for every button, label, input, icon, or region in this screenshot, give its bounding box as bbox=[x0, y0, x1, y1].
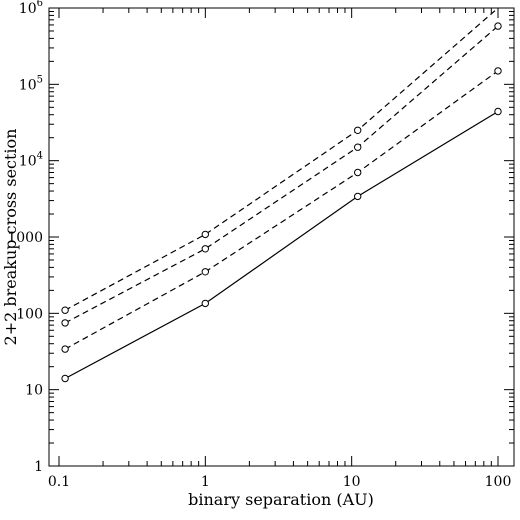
series-point bbox=[494, 107, 502, 116]
labels-layer: 0.1 1 10 100 1 10 100 1000 104 105 106 bbox=[7, 0, 511, 490]
x-tick-label: 0.1 bbox=[48, 474, 70, 490]
series-1 bbox=[61, 107, 502, 383]
y-tick-label: 106 bbox=[19, 0, 43, 17]
y-tick-label: 1000 bbox=[7, 230, 43, 246]
x-tick-label: 1 bbox=[201, 474, 210, 490]
x-axis-title: binary separation (AU) bbox=[188, 490, 374, 509]
series-point bbox=[201, 230, 210, 239]
series-point bbox=[354, 143, 362, 151]
series-point bbox=[201, 268, 210, 276]
series-point bbox=[354, 192, 362, 201]
y-tick-label: 1 bbox=[34, 459, 43, 475]
series-point bbox=[354, 168, 362, 177]
series-line bbox=[64, 110, 499, 380]
y-tick-label: 104 bbox=[19, 151, 43, 170]
plot-frame bbox=[48, 7, 515, 467]
series-point bbox=[61, 319, 69, 327]
series-point bbox=[201, 245, 210, 253]
series-point bbox=[354, 126, 362, 135]
y-tick-label: 105 bbox=[19, 74, 43, 93]
series-point bbox=[494, 22, 502, 30]
series-2 bbox=[61, 67, 502, 353]
y-axis-title: 2+2 breakup cross section bbox=[1, 129, 20, 346]
series-line bbox=[64, 70, 499, 350]
series-point bbox=[494, 67, 502, 75]
series-point bbox=[61, 345, 69, 353]
series-point bbox=[61, 374, 69, 383]
x-tick-label: 100 bbox=[485, 474, 512, 490]
series-point bbox=[61, 306, 69, 314]
series-layer bbox=[61, 8, 502, 383]
series-point bbox=[201, 299, 210, 308]
series-4 bbox=[61, 8, 499, 314]
ticks-layer bbox=[49, 7, 514, 467]
series-line bbox=[64, 25, 499, 324]
y-tick-label: 100 bbox=[16, 306, 43, 322]
series-line bbox=[64, 8, 499, 311]
y-tick-label: 10 bbox=[25, 383, 43, 399]
series-3 bbox=[61, 22, 502, 327]
x-tick-label: 10 bbox=[343, 474, 361, 490]
